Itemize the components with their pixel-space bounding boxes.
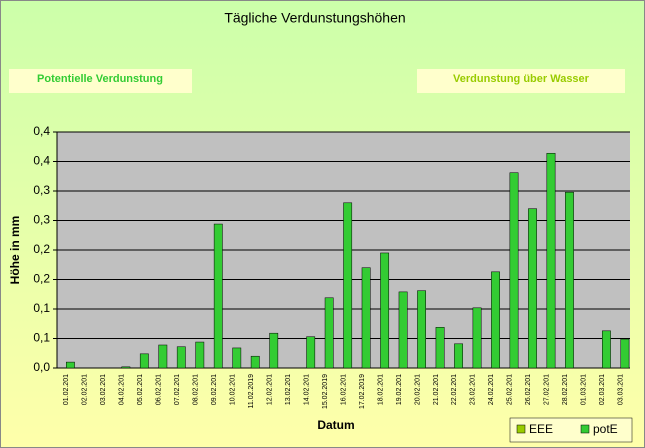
bar <box>213 223 223 369</box>
x-tick-label: 17.02.2019 <box>359 374 366 409</box>
annotation: Potentielle Verdunstung <box>37 73 163 85</box>
y-tick-label: 0,3 <box>33 183 50 197</box>
y-tick-label: 0,3 <box>33 213 50 227</box>
bar <box>491 271 500 369</box>
x-tick-label: 21.02.201 <box>433 374 440 405</box>
legend-swatch <box>580 424 590 434</box>
x-tick-label: 09.02.201 <box>211 374 218 405</box>
x-tick-label: 24.02.201 <box>488 374 495 405</box>
x-tick-label: 03.02.201 <box>100 374 107 405</box>
x-tick-label: 07.02.201 <box>174 374 181 405</box>
x-tick-label: 15.02.2019 <box>322 374 329 409</box>
x-tick-label: 04.02.201 <box>119 374 126 405</box>
x-tick-label: 25.02.201 <box>507 374 514 405</box>
bar <box>509 172 519 369</box>
bar <box>139 353 149 369</box>
x-tick-label: 03.03.201 <box>618 374 625 405</box>
bar <box>620 338 630 369</box>
bar <box>121 366 131 369</box>
x-tick-label: 11.02.2019 <box>248 374 255 409</box>
y-tick-label: 0,1 <box>33 301 50 315</box>
bar <box>343 202 353 369</box>
bar <box>546 152 556 369</box>
legend-label: EEE <box>529 422 553 436</box>
bar <box>306 336 316 369</box>
bar <box>269 332 279 369</box>
bar <box>602 330 611 369</box>
x-tick-label: 02.02.201 <box>82 374 89 405</box>
x-tick-label: 27.02.201 <box>544 374 551 405</box>
x-tick-label: 10.02.201 <box>229 374 236 405</box>
y-tick-label: 0,2 <box>33 242 50 256</box>
bar <box>565 191 574 369</box>
legend-swatch <box>516 424 526 434</box>
bar <box>65 361 75 369</box>
x-axis-label: Datum <box>317 418 354 432</box>
x-tick-label: 20.02.201 <box>414 374 421 405</box>
bar <box>158 344 168 369</box>
x-tick-label: 06.02.201 <box>156 374 163 405</box>
x-tick-label: 18.02.201 <box>377 374 384 405</box>
y-tick-label: 0,1 <box>33 331 50 345</box>
bar <box>324 297 334 369</box>
x-tick-label: 28.02.201 <box>562 374 569 405</box>
bar <box>195 341 205 369</box>
x-tick-label: 13.02.201 <box>285 374 292 405</box>
bar <box>472 307 482 369</box>
legend <box>509 417 633 443</box>
bar <box>398 291 408 369</box>
bar <box>435 327 445 369</box>
bar <box>417 290 427 369</box>
x-tick-label: 05.02.201 <box>137 374 144 405</box>
annotation: Verdunstung über Wasser <box>453 73 590 85</box>
x-tick-label: 14.02.201 <box>303 374 310 405</box>
x-tick-label: 02.03.201 <box>599 374 606 405</box>
y-axis-label: Höhe in mm <box>8 216 22 285</box>
bar <box>361 267 371 369</box>
y-tick-label: 0,4 <box>33 124 50 138</box>
x-tick-label: 08.02.201 <box>192 374 199 405</box>
x-tick-label: 26.02.201 <box>525 374 532 405</box>
bar <box>528 208 537 369</box>
x-tick-label: 01.03.201 <box>581 374 588 405</box>
chart-title: Tägliche Verdunstungshöhen <box>224 10 405 26</box>
y-tick-label: 0,2 <box>33 272 50 286</box>
x-tick-label: 19.02.201 <box>396 374 403 405</box>
x-tick-label: 22.02.201 <box>451 374 458 405</box>
annotation-box <box>417 69 625 93</box>
y-tick-label: 0,4 <box>33 154 50 168</box>
bar <box>380 252 390 369</box>
x-tick-label: 01.02.201 <box>63 374 70 405</box>
annotation-box <box>9 69 192 93</box>
y-tick-label: 0,0 <box>33 360 50 374</box>
x-tick-label: 12.02.201 <box>266 374 273 405</box>
x-tick-label: 23.02.201 <box>470 374 477 405</box>
bar <box>176 346 186 369</box>
x-tick-label: 16.02.201 <box>340 374 347 405</box>
legend-label: potE <box>593 422 618 436</box>
bar <box>250 355 260 369</box>
bar <box>232 347 242 369</box>
bar <box>454 343 463 369</box>
